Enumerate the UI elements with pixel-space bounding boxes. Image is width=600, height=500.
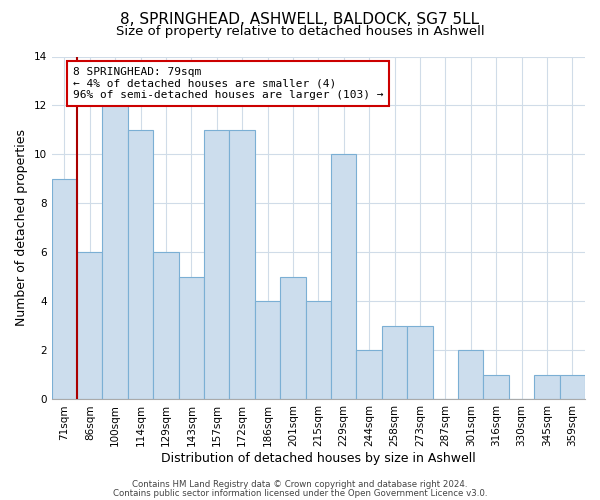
Bar <box>77 252 103 400</box>
Bar <box>229 130 255 400</box>
Bar <box>103 106 128 400</box>
Bar <box>153 252 179 400</box>
X-axis label: Distribution of detached houses by size in Ashwell: Distribution of detached houses by size … <box>161 452 476 465</box>
Bar <box>534 375 560 400</box>
Bar <box>331 154 356 400</box>
Bar <box>356 350 382 400</box>
Text: Size of property relative to detached houses in Ashwell: Size of property relative to detached ho… <box>116 25 484 38</box>
Bar <box>382 326 407 400</box>
Bar <box>560 375 585 400</box>
Text: Contains public sector information licensed under the Open Government Licence v3: Contains public sector information licen… <box>113 488 487 498</box>
Bar <box>255 302 280 400</box>
Text: 8 SPRINGHEAD: 79sqm
← 4% of detached houses are smaller (4)
96% of semi-detached: 8 SPRINGHEAD: 79sqm ← 4% of detached hou… <box>73 67 383 100</box>
Bar <box>204 130 229 400</box>
Y-axis label: Number of detached properties: Number of detached properties <box>15 130 28 326</box>
Bar <box>484 375 509 400</box>
Bar <box>179 277 204 400</box>
Bar <box>52 179 77 400</box>
Bar <box>280 277 305 400</box>
Text: Contains HM Land Registry data © Crown copyright and database right 2024.: Contains HM Land Registry data © Crown c… <box>132 480 468 489</box>
Bar <box>128 130 153 400</box>
Bar <box>305 302 331 400</box>
Bar <box>407 326 433 400</box>
Bar <box>458 350 484 400</box>
Text: 8, SPRINGHEAD, ASHWELL, BALDOCK, SG7 5LL: 8, SPRINGHEAD, ASHWELL, BALDOCK, SG7 5LL <box>121 12 479 28</box>
